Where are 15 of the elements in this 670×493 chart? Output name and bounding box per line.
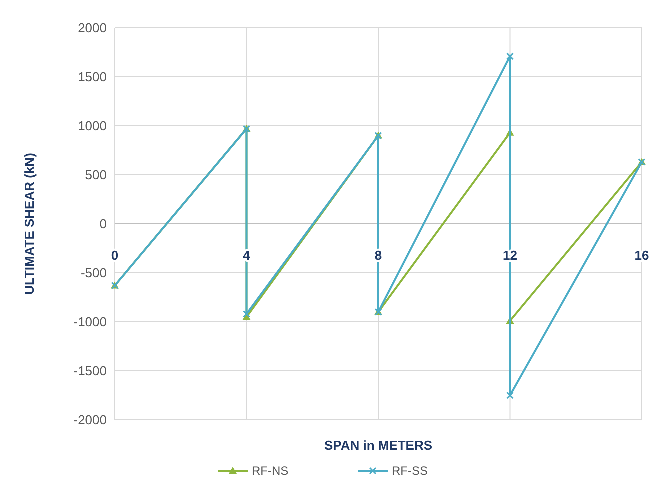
x-axis-title: SPAN in METERS xyxy=(324,438,433,453)
x-tick-label: 16 xyxy=(634,248,650,263)
y-tick-label: -2000 xyxy=(74,412,107,428)
y-tick-label: 1000 xyxy=(78,118,107,134)
y-tick-label: 1500 xyxy=(78,70,107,85)
y-axis-title: ULTIMATE SHEAR (kN) xyxy=(22,153,37,295)
y-tick-label: -1000 xyxy=(74,314,107,330)
y-tick-label: 500 xyxy=(85,168,107,183)
y-tick-label: 0 xyxy=(100,216,107,232)
y-tick-label: -500 xyxy=(80,266,107,281)
x-tick-label: 0 xyxy=(111,248,119,263)
y-tick-label: 2000 xyxy=(78,20,107,36)
legend-label: RF-NS xyxy=(252,464,289,478)
legend-label: RF-SS xyxy=(392,464,428,478)
y-tick-label: -1500 xyxy=(74,364,107,379)
